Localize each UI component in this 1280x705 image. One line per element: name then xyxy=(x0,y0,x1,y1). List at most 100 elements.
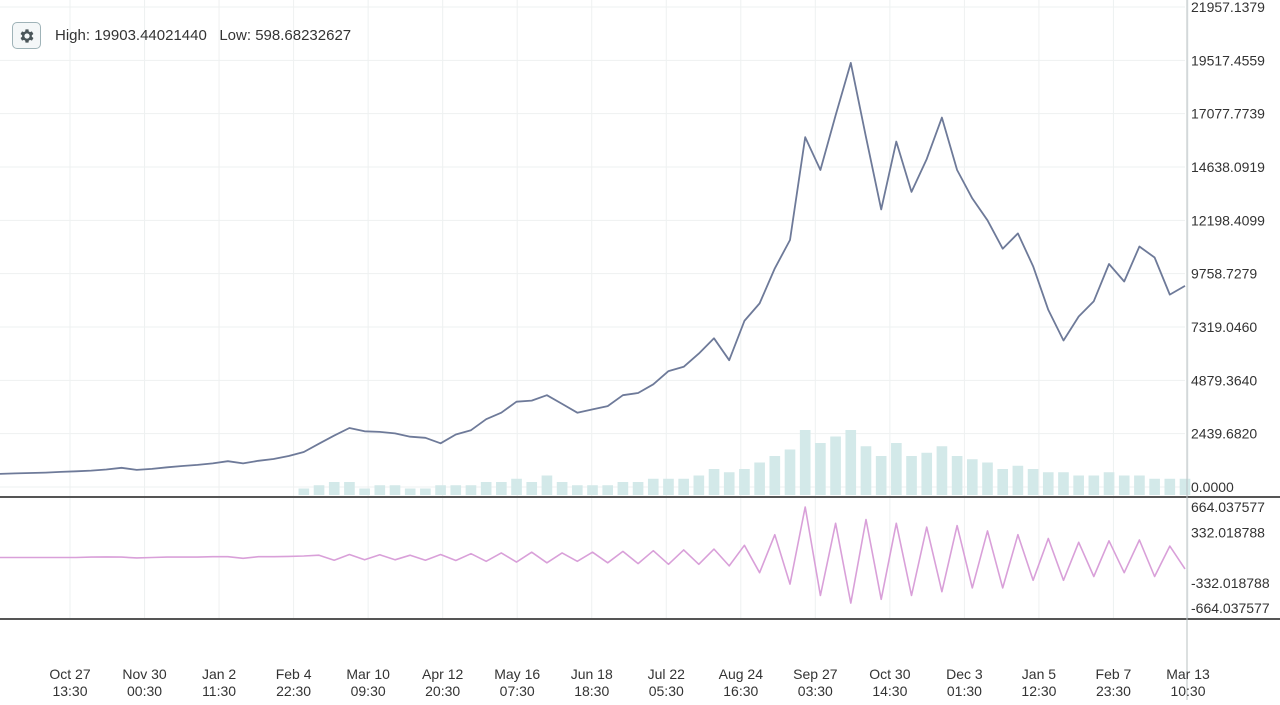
volume-bar xyxy=(556,482,568,495)
x-tick-label: 03:30 xyxy=(798,683,833,699)
volume-bar xyxy=(465,485,477,495)
volume-bar xyxy=(906,456,917,495)
volume-bar xyxy=(921,452,933,495)
x-tick-label: 11:30 xyxy=(202,683,236,699)
volume-bar xyxy=(1027,469,1039,495)
low-label: Low: xyxy=(219,27,252,44)
volume-bar xyxy=(313,485,325,495)
volume-bar xyxy=(815,443,826,495)
x-tick-label: Mar 13 xyxy=(1166,666,1210,682)
x-tick-label: Mar 10 xyxy=(346,666,390,682)
volume-bar xyxy=(663,478,674,495)
y-tick-label: 2439.6820 xyxy=(1191,426,1257,442)
x-tick-label: Jul 22 xyxy=(648,666,686,682)
volume-bar xyxy=(587,485,598,495)
volume-bar xyxy=(420,488,431,495)
volume-bar xyxy=(1073,475,1084,495)
volume-bar xyxy=(404,488,416,495)
volume-bar xyxy=(708,469,720,495)
grid-layer xyxy=(0,0,1189,620)
volume-bar xyxy=(632,482,644,495)
x-tick-label: Jan 5 xyxy=(1022,666,1056,682)
y-tick-label: 12198.4099 xyxy=(1191,212,1265,228)
volume-bar xyxy=(891,443,902,495)
volume-bar xyxy=(435,485,446,495)
x-tick-label: 05:30 xyxy=(649,683,684,699)
x-tick-label: May 16 xyxy=(494,666,540,682)
x-tick-label: Feb 4 xyxy=(276,666,312,682)
volume-bar xyxy=(389,485,401,495)
x-tick-label: Dec 3 xyxy=(946,666,983,682)
volume-series xyxy=(298,430,1191,495)
volume-bar xyxy=(602,485,614,495)
volume-bar xyxy=(374,485,386,495)
volume-bar xyxy=(860,446,872,495)
x-tick-label: 22:30 xyxy=(276,683,311,699)
volume-bar xyxy=(693,475,705,495)
volume-bar xyxy=(951,456,963,495)
x-tick-label: Jun 18 xyxy=(571,666,613,682)
volume-bar xyxy=(875,456,887,495)
y-tick-label: 664.037577 xyxy=(1191,499,1265,515)
volume-bar xyxy=(1042,472,1054,495)
volume-bar xyxy=(723,472,735,495)
x-tick-label: 01:30 xyxy=(947,683,982,699)
y-tick-label: 332.018788 xyxy=(1191,524,1265,540)
y-tick-label: 4879.3640 xyxy=(1191,372,1257,388)
volume-bar xyxy=(997,469,1009,495)
y-tick-label: 9758.7279 xyxy=(1191,266,1257,282)
x-tick-label: 23:30 xyxy=(1096,683,1131,699)
x-tick-label: Sep 27 xyxy=(793,666,838,682)
volume-bar xyxy=(1134,475,1145,495)
volume-bar xyxy=(496,482,507,495)
high-label: High: xyxy=(55,27,91,44)
volume-bar xyxy=(298,488,310,495)
volume-bar xyxy=(982,462,993,495)
x-tick-label: 13:30 xyxy=(52,683,87,699)
volume-bar xyxy=(1118,475,1130,495)
volume-bar xyxy=(1103,472,1115,495)
price-line xyxy=(0,62,1186,475)
volume-bar xyxy=(450,485,462,495)
x-tick-label: 09:30 xyxy=(351,683,386,699)
volume-bar xyxy=(1179,478,1191,495)
volume-bar xyxy=(359,488,370,495)
volume-bar xyxy=(830,436,841,495)
x-tick-label: Aug 24 xyxy=(719,666,764,682)
gear-icon xyxy=(20,28,33,43)
volume-bar xyxy=(526,482,538,495)
volume-bar xyxy=(769,456,781,495)
x-tick-label: 10:30 xyxy=(1170,683,1205,699)
x-tick-label: Feb 7 xyxy=(1096,666,1132,682)
y-tick-label: -332.018788 xyxy=(1191,575,1270,591)
y-tick-label: 14638.0919 xyxy=(1191,159,1265,175)
x-tick-label: 20:30 xyxy=(425,683,460,699)
volume-bar xyxy=(1088,475,1100,495)
volume-bar xyxy=(754,462,765,495)
x-tick-label: Oct 27 xyxy=(49,666,90,682)
high-value: 19903.44021440 xyxy=(94,27,207,44)
volume-bar xyxy=(617,482,629,495)
y-tick-label: 19517.4559 xyxy=(1191,52,1265,68)
x-tick-label: Apr 12 xyxy=(422,666,463,682)
volume-bar xyxy=(739,469,750,495)
settings-button[interactable] xyxy=(12,22,41,49)
volume-bar xyxy=(799,430,811,495)
y-tick-label: 17077.7739 xyxy=(1191,106,1265,122)
volume-bar xyxy=(966,459,978,495)
volume-bar xyxy=(1164,478,1176,495)
volume-bar xyxy=(328,482,340,495)
y-tick-label: 7319.0460 xyxy=(1191,319,1257,335)
x-tick-label: 14:30 xyxy=(872,683,907,699)
volume-bar xyxy=(541,475,553,495)
x-tick-label: 00:30 xyxy=(127,683,162,699)
y-tick-label: 21957.1379 xyxy=(1191,0,1265,15)
oscillator-line xyxy=(0,506,1186,604)
volume-bar xyxy=(1058,472,1069,495)
y-tick-label: -664.037577 xyxy=(1191,600,1270,616)
volume-bar xyxy=(845,430,857,495)
x-tick-label: Jan 2 xyxy=(202,666,236,682)
volume-bar xyxy=(344,482,355,495)
